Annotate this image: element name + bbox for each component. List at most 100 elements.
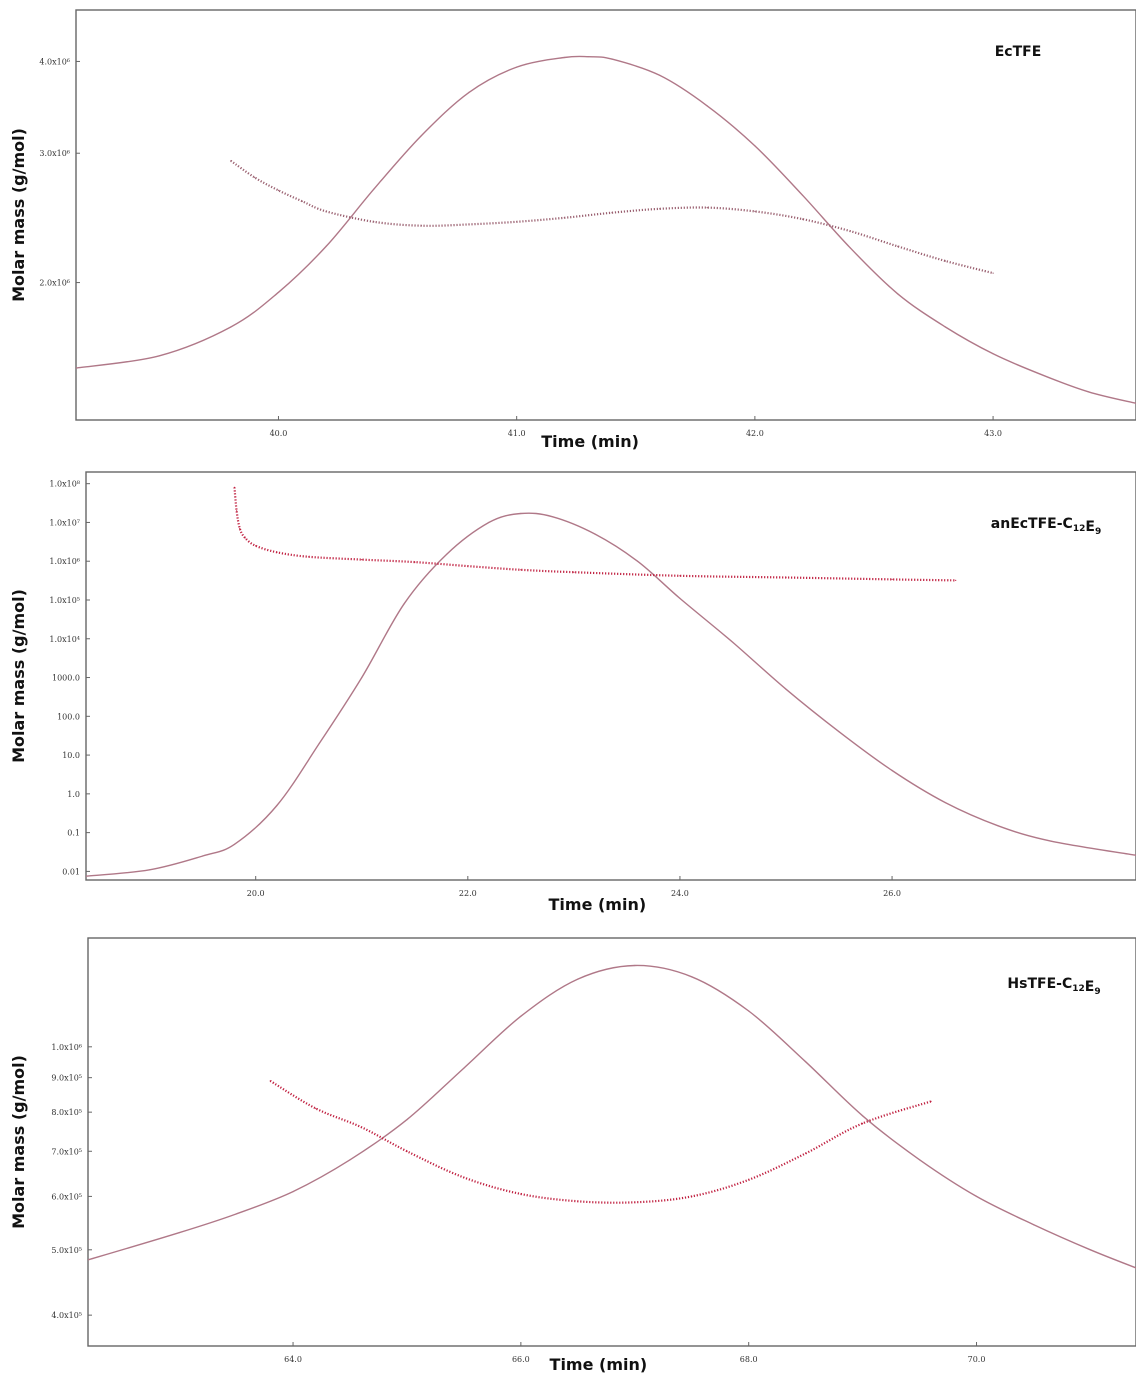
x-tick-label: 26.0: [883, 889, 901, 898]
signal-point: [516, 66, 518, 68]
molar-mass-point: [520, 1193, 522, 1195]
y-tick-label: 10.0: [62, 751, 80, 760]
y-tick-label: 1.0x10⁷: [49, 518, 80, 527]
molar-mass-point: [269, 1080, 271, 1082]
molar-mass-point: [891, 578, 893, 581]
x-tick-label: 42.0: [746, 429, 764, 438]
signal-point: [975, 1195, 978, 1197]
molar-mass-point: [691, 1195, 693, 1197]
molar-mass-point: [360, 1126, 362, 1128]
signal-point: [88, 1259, 89, 1261]
signal-point: [611, 58, 613, 60]
x-tick-label: 66.0: [512, 1355, 530, 1364]
panel-title: anEcTFE-C12E9: [991, 516, 1101, 537]
signal-point: [1050, 840, 1052, 842]
chart-panel-2: 20.0 22.0 24.0 26.0 0.01 0.1 1.0 10.0 100.0 1000.…: [9, 471, 1136, 914]
molar-mass-dots: [233, 487, 956, 582]
molar-mass-point: [236, 510, 238, 512]
signal-point: [748, 1010, 750, 1012]
signal-point: [86, 875, 87, 877]
molar-mass-point: [467, 565, 469, 567]
y-tick-label: 0.1: [67, 829, 80, 838]
x-tick-label: 40.0: [270, 429, 288, 438]
chart-panel-3: 64.0 66.0 68.0 70.0 4.0x10⁵ 5.0x10⁵ 6.0x10⁵ 7.0…: [9, 937, 1136, 1374]
signal-point: [552, 516, 554, 518]
y-tick-label: 1.0x10⁴: [49, 635, 80, 644]
signal-point: [233, 843, 236, 845]
molar-mass-point: [301, 200, 303, 202]
signal-point: [488, 521, 490, 524]
plot-frame: [85, 471, 1136, 881]
y-tick-label: 1.0: [67, 790, 80, 799]
y-tick-label: 6.0x10⁵: [51, 1192, 82, 1201]
signal-point: [361, 676, 363, 679]
signal-point: [235, 1213, 237, 1215]
x-tick-label: 70.0: [968, 1355, 986, 1364]
signal-trace-line: [76, 55, 1136, 404]
molar-mass-point: [520, 569, 522, 571]
panel-title: EcTFE: [995, 44, 1042, 60]
signal-point: [318, 742, 320, 745]
signal-point: [468, 91, 470, 93]
signal-point: [1032, 1224, 1035, 1226]
molar-mass-point: [308, 556, 310, 558]
x-tick-label: 43.0: [984, 429, 1002, 438]
molar-mass-point: [862, 1122, 864, 1124]
x-tick-label: 68.0: [740, 1355, 758, 1364]
plot-frame: [75, 9, 1136, 421]
signal-point: [636, 560, 639, 562]
molar-mass-point: [361, 559, 363, 561]
signal-point: [897, 293, 899, 295]
signal-point: [76, 367, 77, 369]
signal-point: [277, 291, 280, 293]
signal-point: [292, 1191, 294, 1193]
title-text: EcTFE: [995, 44, 1042, 60]
y-tick-label: 1000.0: [52, 674, 80, 683]
signal-point: [659, 74, 661, 76]
signal-point: [202, 855, 204, 857]
signal-point: [944, 326, 947, 328]
signal-point: [520, 1015, 522, 1017]
signal-point: [149, 869, 151, 871]
y-tick-label: 100.0: [57, 712, 80, 721]
x-tick-label: 20.0: [247, 889, 265, 898]
y-tick-label: 2.0x10⁶: [39, 279, 70, 288]
signal-point: [349, 1159, 351, 1161]
title-text: E: [1085, 979, 1095, 995]
y-tick-label: 7.0x10⁵: [51, 1147, 82, 1156]
signal-point: [276, 804, 278, 807]
molar-mass-point: [254, 176, 256, 179]
signal-point: [891, 769, 893, 772]
molar-mass-point: [930, 1100, 932, 1102]
x-axis-title: Time (min): [541, 432, 639, 451]
signal-point: [849, 247, 851, 249]
x-axis-title: Time (min): [549, 895, 647, 914]
x-axis-title: Time (min): [550, 1355, 648, 1374]
signal-point: [992, 353, 994, 355]
signal-point: [406, 1119, 408, 1121]
molar-mass-point: [679, 575, 681, 577]
molar-mass-point: [634, 1201, 636, 1203]
molar-mass-point: [325, 210, 327, 212]
molar-mass-point: [805, 1152, 807, 1154]
y-tick-label: 0.01: [62, 867, 80, 876]
molar-mass-point: [315, 1107, 317, 1110]
signal-point: [463, 1067, 465, 1069]
signal-point: [594, 533, 596, 535]
molar-mass-point: [748, 1179, 750, 1181]
signal-point: [732, 641, 734, 644]
signal-point: [691, 976, 693, 978]
molar-mass-point: [955, 579, 957, 582]
chart-panel-1: 40.0 41.0 42.0 43.0 2.0x10⁶ 3.0x10⁶ 4.0x10⁶ Tim…: [9, 9, 1136, 451]
signal-point: [679, 597, 681, 600]
molar-mass-point: [255, 545, 257, 547]
signal-trace-line: [88, 964, 1136, 1269]
signal-point: [706, 105, 708, 107]
signal-point: [838, 731, 840, 733]
molar-mass-point: [230, 160, 232, 162]
molar-mass-point: [463, 1176, 465, 1179]
signal-point: [325, 245, 327, 247]
signal-point: [997, 825, 999, 827]
molar-mass-point: [414, 561, 416, 563]
